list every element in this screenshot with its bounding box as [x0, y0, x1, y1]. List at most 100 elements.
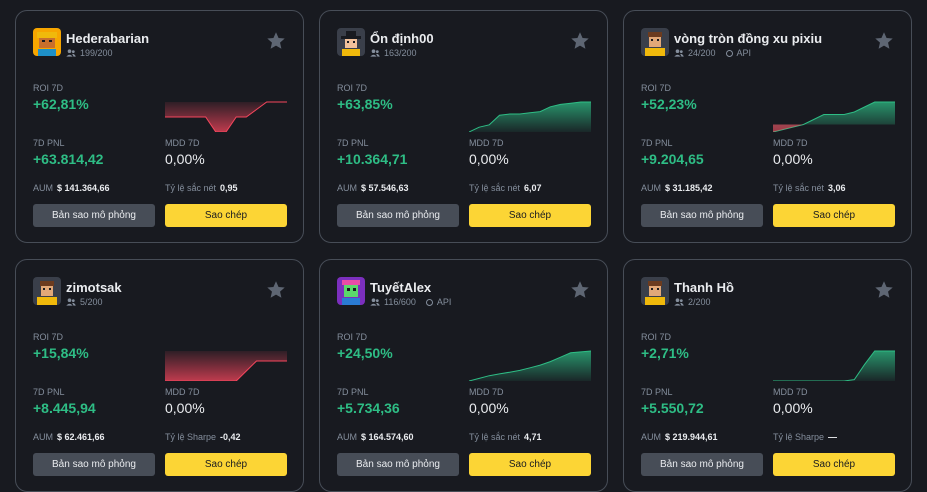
trader-name[interactable]: Thanh Hồ [674, 280, 734, 295]
trader-name[interactable]: TuyếtAlex [370, 280, 432, 295]
trader-name[interactable]: Ổn định00 [370, 31, 434, 46]
mdd-label: MDD 7D [469, 387, 504, 397]
star-icon[interactable] [873, 279, 895, 301]
roi-sparkline [469, 350, 591, 381]
roi-sparkline [165, 351, 287, 381]
simulate-copy-button[interactable]: Bản sao mô phỏng [337, 204, 459, 227]
follower-count: 2/200 [688, 297, 711, 307]
trader-name[interactable]: zimotsak [66, 280, 122, 295]
sharpe-row: Tỷ lệ Sharpe — [773, 432, 837, 442]
api-icon [425, 298, 433, 306]
aum-label: AUM [641, 432, 661, 442]
pnl-value: +8.445,94 [33, 400, 96, 416]
copy-button[interactable]: Sao chép [773, 204, 895, 227]
aum-value: $ 57.546,63 [361, 183, 409, 193]
star-icon[interactable] [569, 279, 591, 301]
api-badge: API [736, 48, 752, 58]
followers-row: 199/200 [66, 48, 113, 58]
sharpe-row: Tỷ lệ sắc nét 6,07 [469, 183, 542, 193]
sharpe-value: 3,06 [828, 183, 846, 193]
simulate-copy-button[interactable]: Bản sao mô phỏng [337, 453, 459, 476]
sharpe-label: Tỷ lệ Sharpe [165, 432, 217, 442]
mdd-value: 0,00% [469, 400, 509, 416]
simulate-copy-button[interactable]: Bản sao mô phỏng [641, 453, 763, 476]
follower-count: 5/200 [80, 297, 103, 307]
yellow-shirt-avatar [33, 277, 61, 305]
avatar[interactable] [33, 28, 61, 56]
pnl-label: 7D PNL [33, 138, 65, 148]
cowboy-hat-avatar [337, 28, 365, 56]
aum-value: $ 164.574,60 [361, 432, 414, 442]
mdd-value: 0,00% [773, 400, 813, 416]
star-icon[interactable] [873, 30, 895, 52]
followers-row: 5/200 [66, 297, 103, 307]
pnl-label: 7D PNL [641, 387, 673, 397]
copy-button[interactable]: Sao chép [165, 204, 287, 227]
simulate-copy-button[interactable]: Bản sao mô phỏng [33, 204, 155, 227]
roi-label: ROI 7D [33, 332, 64, 342]
roi-value: +15,84% [33, 345, 89, 361]
copy-button[interactable]: Sao chép [469, 453, 591, 476]
roi-value: +62,81% [33, 96, 89, 112]
aum-value: $ 62.461,66 [57, 432, 105, 442]
roi-sparkline [165, 101, 287, 132]
aum-label: AUM [33, 432, 53, 442]
aum-row: AUM $ 62.461,66 [33, 432, 105, 442]
sparkline-line [165, 101, 287, 132]
copy-button[interactable]: Sao chép [165, 453, 287, 476]
api-icon [725, 49, 733, 57]
trader-card[interactable]: Thanh Hồ 2/200 ROI 7D +2,71% 7D PNL +5.5… [623, 259, 912, 492]
follower-count: 163/200 [384, 48, 417, 58]
copy-button[interactable]: Sao chép [469, 204, 591, 227]
yellow-shirt-avatar [641, 28, 669, 56]
roi-value: +2,71% [641, 345, 689, 361]
simulate-copy-button[interactable]: Bản sao mô phỏng [641, 204, 763, 227]
sharpe-value: — [828, 432, 838, 442]
simulate-copy-button[interactable]: Bản sao mô phỏng [33, 453, 155, 476]
sharpe-label: Tỷ lệ sắc nét [165, 183, 217, 193]
copy-button[interactable]: Sao chép [773, 453, 895, 476]
trader-name[interactable]: vòng tròn đồng xu pixiu [674, 31, 823, 46]
aum-row: AUM $ 219.944,61 [641, 432, 718, 442]
avatar[interactable] [641, 28, 669, 56]
sparkline-line [165, 360, 287, 381]
sparkline-area [469, 102, 591, 132]
sparkline-line [773, 350, 895, 381]
pnl-value: +9.204,65 [641, 151, 704, 167]
sparkline-area [773, 351, 895, 381]
trader-card[interactable]: TuyếtAlex 116/600 API ROI 7D +24,50% 7D … [319, 259, 608, 492]
followers-row: 163/200 [370, 48, 417, 58]
aum-value: $ 31.185,42 [665, 183, 713, 193]
mdd-value: 0,00% [469, 151, 509, 167]
aum-row: AUM $ 57.546,63 [337, 183, 409, 193]
roi-label: ROI 7D [337, 332, 368, 342]
mdd-value: 0,00% [165, 400, 205, 416]
avatar[interactable] [641, 277, 669, 305]
trader-card[interactable]: Hederabarian 199/200 ROI 7D +62,81% 7D P… [15, 10, 304, 243]
aum-label: AUM [33, 183, 53, 193]
mdd-value: 0,00% [165, 151, 205, 167]
followers-row: 2/200 [674, 297, 711, 307]
trader-card[interactable]: zimotsak 5/200 ROI 7D +15,84% 7D PNL +8.… [15, 259, 304, 492]
roi-label: ROI 7D [337, 83, 368, 93]
yellow-shirt-avatar [641, 277, 669, 305]
followers-row: 116/600 API [370, 297, 451, 307]
pnl-value: +10.364,71 [337, 151, 408, 167]
roi-label: ROI 7D [641, 332, 672, 342]
trader-card[interactable]: vòng tròn đồng xu pixiu 24/200 API ROI 7… [623, 10, 912, 243]
sharpe-label: Tỷ lệ Sharpe [773, 432, 825, 442]
users-icon [370, 298, 380, 306]
mdd-value: 0,00% [773, 151, 813, 167]
star-icon[interactable] [265, 30, 287, 52]
follower-count: 199/200 [80, 48, 113, 58]
sharpe-value: -0,42 [220, 432, 241, 442]
sharpe-row: Tỷ lệ sắc nét 4,71 [469, 432, 542, 442]
trader-name[interactable]: Hederabarian [66, 31, 150, 46]
avatar[interactable] [33, 277, 61, 305]
star-icon[interactable] [265, 279, 287, 301]
star-icon[interactable] [569, 30, 591, 52]
api-badge: API [436, 297, 452, 307]
avatar[interactable] [337, 28, 365, 56]
trader-card[interactable]: Ổn định00 163/200 ROI 7D +63,85% 7D PNL … [319, 10, 608, 243]
avatar[interactable] [337, 277, 365, 305]
